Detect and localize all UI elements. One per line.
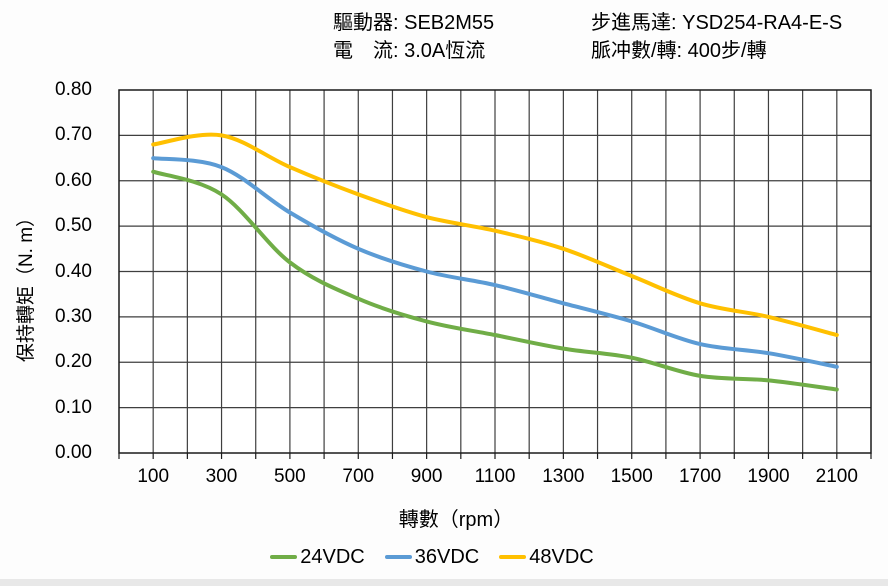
legend-swatch-48vdc <box>499 555 527 559</box>
x-tick-label: 1100 <box>474 466 516 487</box>
y-tick-label: 0.00 <box>55 442 92 463</box>
x-tick-label: 500 <box>274 466 306 487</box>
legend-item-24vdc: 24VDC <box>270 545 365 569</box>
x-tick-label: 2100 <box>815 466 858 487</box>
header-left-column: 驅動器: SEB2M55 電 流: 3.0A恆流 <box>333 9 591 65</box>
x-tick-label: 300 <box>205 466 238 487</box>
legend-label: 48VDC <box>529 546 594 568</box>
series-line-36vdc <box>151 156 839 369</box>
driver-info: 驅動器: SEB2M55 <box>333 12 495 34</box>
series-line-24vdc <box>151 169 839 392</box>
x-tick-label: 700 <box>342 466 375 487</box>
x-tick-label: 1700 <box>678 466 722 487</box>
legend-item-48vdc: 48VDC <box>499 545 594 569</box>
pulse-info: 脈冲數/轉: 400步/轉 <box>591 40 767 62</box>
series-line-48vdc <box>151 132 839 337</box>
x-tick-label: 1900 <box>747 466 790 487</box>
chart-header: 驅動器: SEB2M55 電 流: 3.0A恆流 步進馬達: YSD254-RA… <box>333 9 842 65</box>
current-info: 電 流: 3.0A恆流 <box>333 40 486 62</box>
y-tick-label: 0.20 <box>55 351 92 373</box>
header-right-column: 步進馬達: YSD254-RA4-E-S 脈冲數/轉: 400步/轉 <box>591 9 842 65</box>
motor-info: 步進馬達: YSD254-RA4-E-S <box>591 12 843 34</box>
legend: 24VDC 36VDC 48VDC <box>0 545 864 569</box>
y-tick-label: 0.40 <box>55 260 92 282</box>
legend-label: 36VDC <box>414 546 480 568</box>
bottom-edge-strip <box>0 579 888 586</box>
y-tick-label: 0.70 <box>55 124 92 146</box>
y-tick-label: 0.30 <box>55 305 92 327</box>
legend-swatch-24vdc <box>270 555 298 559</box>
x-tick-label: 1300 <box>542 466 585 487</box>
y-tick-label: 0.10 <box>55 396 92 418</box>
y-tick-label: 0.60 <box>55 169 92 191</box>
y-tick-label: 0.80 <box>55 79 92 100</box>
y-tick-label: 0.50 <box>55 215 92 237</box>
legend-item-36vdc: 36VDC <box>384 545 480 569</box>
legend-swatch-36vdc <box>384 555 412 559</box>
x-tick-label: 1500 <box>610 466 653 487</box>
x-axis-title: 轉數（rpm） <box>398 509 514 531</box>
x-tick-label: 100 <box>137 466 170 487</box>
legend-label: 24VDC <box>300 546 365 568</box>
y-axis-title: 保持轉矩（N. m） <box>16 207 37 363</box>
x-tick-label: 900 <box>410 466 443 487</box>
